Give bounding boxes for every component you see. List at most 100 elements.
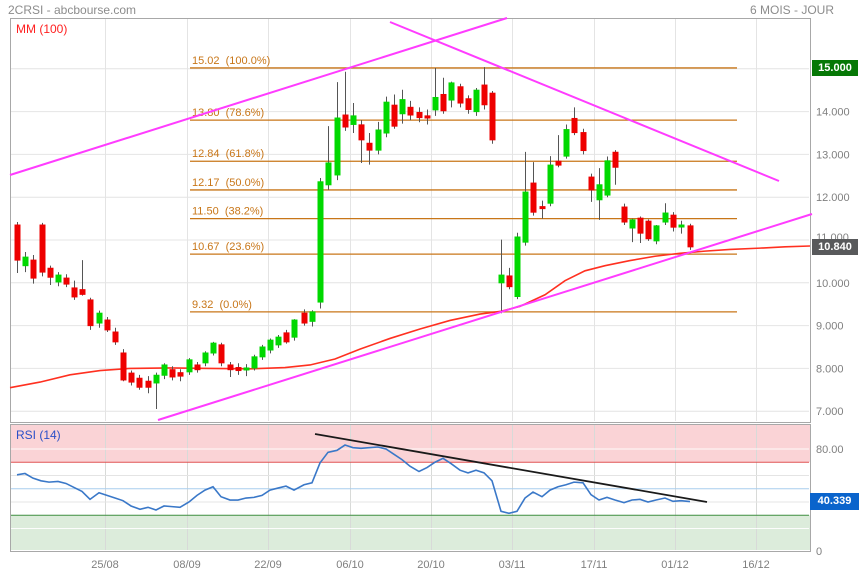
date-axis-label: 17/11 <box>581 559 608 571</box>
candle-down <box>612 151 619 168</box>
candle-up <box>629 219 636 229</box>
candle-up <box>309 311 316 322</box>
candle-up <box>317 181 324 303</box>
price-axis-label: 10.000 <box>816 278 850 290</box>
fibonacci-label: 10.67 (23.6%) <box>192 241 264 253</box>
candle-down <box>358 124 365 141</box>
candle-down <box>283 332 290 343</box>
candle-down <box>637 217 644 234</box>
candle-up <box>267 339 274 351</box>
candle-down <box>489 92 496 141</box>
candle-up <box>186 359 193 373</box>
candle-down <box>539 206 546 210</box>
rsi-line <box>16 444 691 515</box>
candle-down <box>457 86 464 104</box>
candle-down <box>177 372 184 377</box>
candle-down <box>71 287 78 298</box>
rsi-oversold-zone <box>11 515 810 550</box>
candle-down <box>47 267 54 278</box>
candle-down <box>407 106 414 116</box>
main-price-panel <box>10 18 811 423</box>
fibonacci-label: 12.84 (61.8%) <box>192 148 264 160</box>
rsi-trendline <box>314 433 708 503</box>
candle-down <box>120 352 127 381</box>
candle-down <box>14 224 21 261</box>
fibonacci-label: 13.80 (78.6%) <box>192 107 264 119</box>
candle-up <box>448 82 455 101</box>
price-axis-label: 9.000 <box>816 321 844 333</box>
candle-down <box>227 364 234 371</box>
date-axis-label: 01/12 <box>661 559 689 571</box>
date-axis-label: 16/12 <box>742 559 770 571</box>
candle-up <box>662 212 669 223</box>
candle-up <box>678 224 685 228</box>
candle-up <box>291 319 298 338</box>
price-axis-label: 12.000 <box>816 192 850 204</box>
candle-down <box>169 369 176 378</box>
date-axis-label: 08/09 <box>173 559 201 571</box>
candle-down <box>621 206 628 223</box>
candle-up <box>325 162 332 186</box>
candle-down <box>112 331 119 343</box>
candle-up <box>383 101 390 134</box>
candle-down <box>79 289 86 295</box>
rsi-overbought-zone <box>11 425 810 463</box>
price-axis-label: 14.000 <box>816 107 850 119</box>
candle-up <box>202 352 209 364</box>
price-axis-label: 7.000 <box>816 406 844 418</box>
rsi-axis-label: 0 <box>816 546 822 558</box>
rsi-indicator-label: RSI (14) <box>16 428 61 442</box>
fibonacci-label: 9.32 (0.0%) <box>192 299 252 311</box>
candle-up <box>563 129 570 157</box>
candle-up <box>259 346 266 358</box>
candle-down <box>301 312 308 324</box>
date-axis-label: 06/10 <box>336 559 364 571</box>
candle-up <box>432 96 439 111</box>
candle-down <box>687 225 694 248</box>
candle-down <box>235 367 242 372</box>
ma-indicator-label: MM (100) <box>16 22 68 36</box>
candle-up <box>498 274 505 284</box>
candle-down <box>87 299 94 327</box>
candle-up <box>210 342 217 354</box>
candle-up <box>96 312 103 324</box>
rsi-axis-label: 80.00 <box>816 444 844 456</box>
candle-down <box>571 117 578 134</box>
candle-down <box>645 220 652 240</box>
price-level-badge-high: 15.000 <box>812 60 858 76</box>
candle-up <box>604 160 611 196</box>
candle-up <box>22 256 29 267</box>
candle-up <box>473 89 480 113</box>
candle-up <box>653 225 660 242</box>
candle-up <box>161 364 168 376</box>
candle-down <box>39 224 46 273</box>
candle-down <box>342 114 349 128</box>
rsi-value-badge: 40.339 <box>810 493 859 510</box>
candle-down <box>588 176 595 191</box>
candle-down <box>104 319 111 331</box>
trendline <box>157 213 813 421</box>
candle-up <box>596 184 603 201</box>
last-price-badge: 10.840 <box>812 239 858 255</box>
date-axis-label: 25/08 <box>91 559 119 571</box>
candle-down <box>128 372 135 383</box>
date-axis-label: 20/10 <box>417 559 445 571</box>
candle-up <box>153 374 160 384</box>
trendline <box>9 17 508 176</box>
date-axis-label: 22/09 <box>254 559 282 571</box>
candle-down <box>145 380 152 388</box>
candle-down <box>481 84 488 106</box>
candle-down <box>366 142 373 151</box>
candle-up <box>350 115 357 125</box>
price-axis-label: 13.000 <box>816 149 850 161</box>
candle-down <box>391 104 398 127</box>
candle-up <box>55 274 62 283</box>
candle-down <box>194 364 201 371</box>
candle-down <box>30 259 37 279</box>
candle-down <box>555 160 562 166</box>
timeframe-label: 6 MOIS - JOUR <box>749 3 834 17</box>
candle-down <box>670 214 677 228</box>
candle-down <box>218 344 225 364</box>
